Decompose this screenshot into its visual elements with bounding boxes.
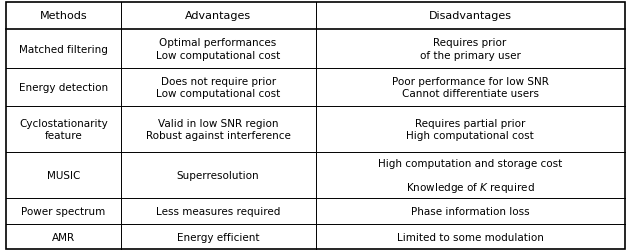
Text: Advantages: Advantages [185,11,251,21]
Text: Matched filtering: Matched filtering [19,44,108,54]
Text: Does not require prior
Low computational cost: Does not require prior Low computational… [156,76,280,99]
Text: High computation and storage cost: High computation and storage cost [378,159,562,168]
Text: Less measures required: Less measures required [156,206,280,216]
Text: Requires prior
of the primary user: Requires prior of the primary user [420,38,521,61]
Text: Valid in low SNR region
Robust against interference: Valid in low SNR region Robust against i… [146,118,290,141]
Text: MUSIC: MUSIC [47,170,80,180]
Text: Energy detection: Energy detection [19,83,108,92]
Text: AMR: AMR [52,232,75,242]
Text: Energy efficient: Energy efficient [177,232,259,242]
Text: Cyclostationarity
feature: Cyclostationarity feature [19,118,108,141]
Text: Methods: Methods [40,11,87,21]
Text: Optimal performances
Low computational cost: Optimal performances Low computational c… [156,38,280,61]
Text: Knowledge of $K$ required: Knowledge of $K$ required [406,180,534,194]
Text: Phase information loss: Phase information loss [411,206,529,216]
Text: Disadvantages: Disadvantages [428,11,512,21]
Text: Requires partial prior
High computational cost: Requires partial prior High computationa… [406,118,534,141]
Text: Limited to some modulation: Limited to some modulation [397,232,543,242]
Text: Superresolution: Superresolution [177,170,259,180]
Text: Poor performance for low SNR
Cannot differentiate users: Poor performance for low SNR Cannot diff… [392,76,548,99]
Text: Power spectrum: Power spectrum [21,206,105,216]
